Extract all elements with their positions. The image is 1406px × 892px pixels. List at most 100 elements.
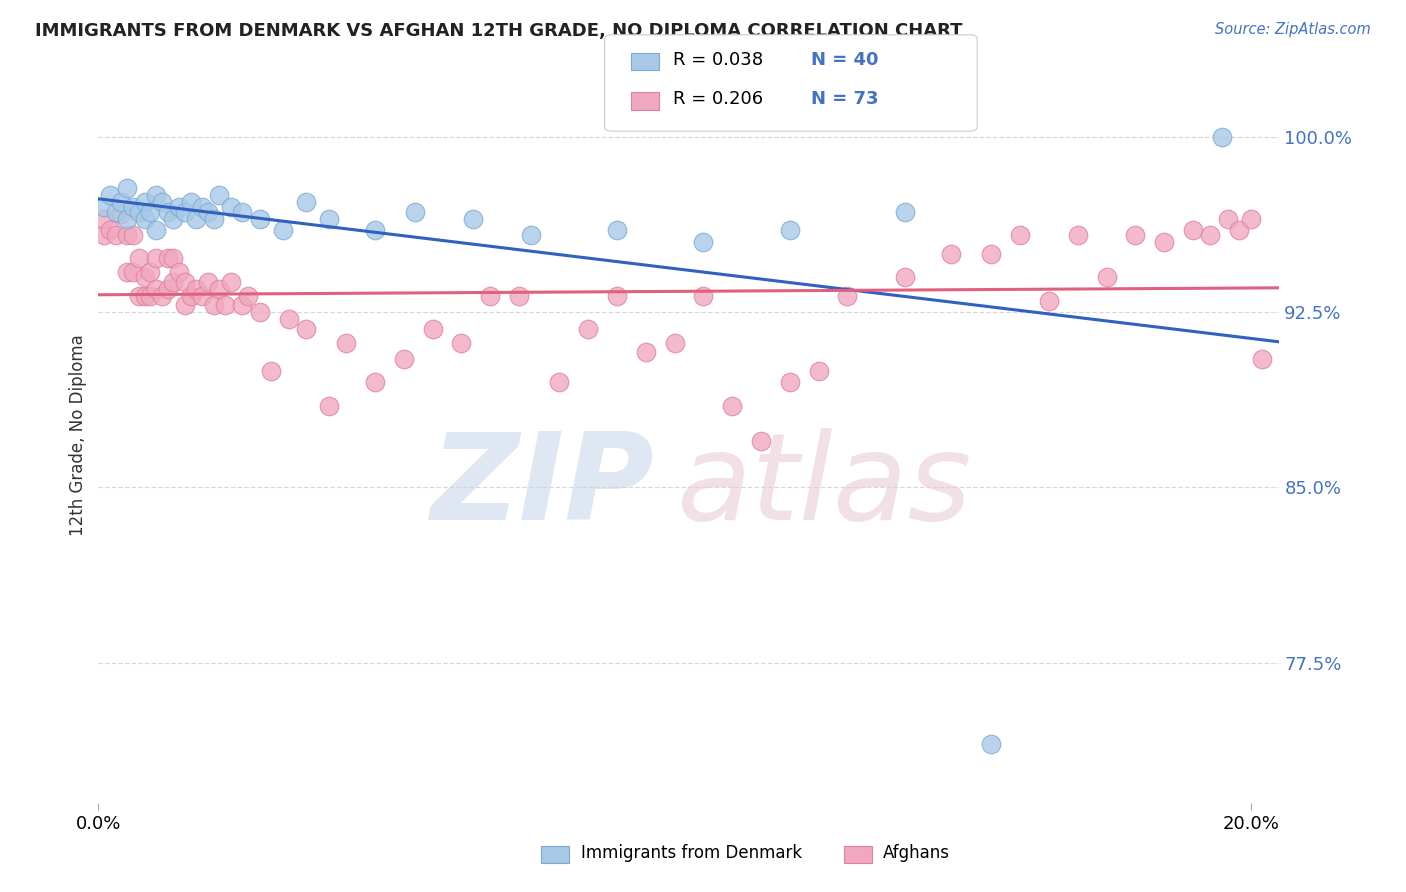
Point [162,211,184,226]
Point [134,211,156,226]
Point [93,211,115,226]
Point [110,195,132,210]
Point [98,188,121,202]
Point [1095,270,1118,285]
Text: N = 40: N = 40 [811,51,879,69]
Point [749,434,772,448]
Point [692,289,714,303]
Point [115,228,138,243]
Point [139,204,162,219]
Point [1216,211,1239,226]
Point [145,188,167,202]
Point [128,252,150,266]
Point [186,282,208,296]
Point [145,282,167,296]
Point [664,335,686,350]
Point [295,321,318,335]
Point [162,275,184,289]
Point [318,211,340,226]
Point [519,228,541,243]
Point [134,195,156,210]
Text: atlas: atlas [678,428,973,545]
Text: R = 0.206: R = 0.206 [673,90,763,108]
Point [197,204,219,219]
Point [156,252,179,266]
Point [134,270,156,285]
Point [260,363,283,377]
Y-axis label: 12th Grade, No Diploma: 12th Grade, No Diploma [69,334,87,536]
Point [479,289,502,303]
Point [110,207,132,221]
Point [894,270,917,285]
Point [197,275,219,289]
Text: Source: ZipAtlas.com: Source: ZipAtlas.com [1215,22,1371,37]
Point [271,223,294,237]
Point [1211,130,1233,145]
Point [231,298,253,312]
Point [202,298,225,312]
Point [93,228,115,243]
Point [1199,228,1222,243]
Point [450,335,472,350]
Point [364,223,387,237]
Point [150,195,173,210]
Point [93,200,115,214]
Point [392,351,415,366]
Point [606,289,628,303]
Point [807,363,830,377]
Point [122,200,145,214]
Point [122,228,145,243]
Point [134,289,156,303]
Text: N = 73: N = 73 [811,90,879,108]
Point [606,223,628,237]
Point [115,181,138,195]
Point [173,298,195,312]
Point [1182,223,1205,237]
Point [98,223,121,237]
Point [422,321,444,335]
Point [1251,351,1274,366]
Point [318,399,340,413]
Point [115,211,138,226]
Point [156,204,179,219]
Point [249,305,271,319]
Text: ZIP: ZIP [430,428,654,545]
Point [335,335,357,350]
Point [548,376,571,390]
Point [208,282,231,296]
Point [1038,293,1060,308]
Point [145,252,167,266]
Point [1125,228,1147,243]
Point [894,204,917,219]
Point [128,204,150,219]
Point [208,188,231,202]
Point [180,289,202,303]
Point [150,289,173,303]
Point [277,312,299,326]
Point [173,204,195,219]
Point [115,265,138,279]
Point [692,235,714,249]
Point [219,200,242,214]
Point [634,345,657,359]
Text: R = 0.038: R = 0.038 [673,51,763,69]
Point [139,265,162,279]
Point [1240,211,1263,226]
Point [1010,228,1032,243]
Point [139,289,162,303]
Point [122,265,145,279]
Point [214,298,236,312]
Point [219,275,242,289]
Point [173,275,195,289]
Point [1153,235,1175,249]
Point [156,282,179,296]
Text: IMMIGRANTS FROM DENMARK VS AFGHAN 12TH GRADE, NO DIPLOMA CORRELATION CHART: IMMIGRANTS FROM DENMARK VS AFGHAN 12TH G… [35,22,963,40]
Point [191,200,214,214]
Point [721,399,744,413]
Point [508,289,530,303]
Point [238,289,260,303]
Point [980,738,1002,752]
Text: Immigrants from Denmark: Immigrants from Denmark [581,844,801,862]
Point [939,247,962,261]
Point [162,252,184,266]
